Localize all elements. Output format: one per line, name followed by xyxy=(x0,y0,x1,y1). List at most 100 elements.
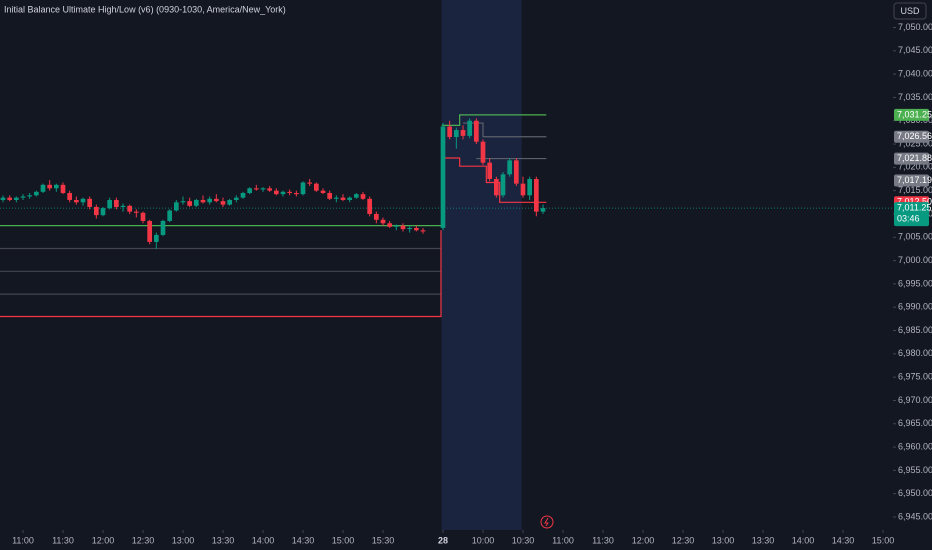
candle xyxy=(60,182,66,195)
candle-body xyxy=(460,130,466,136)
candle xyxy=(14,196,19,203)
candle-body xyxy=(354,194,359,198)
candle-body xyxy=(227,199,232,205)
candle xyxy=(0,195,6,203)
indicator-title: Initial Balance Ultimate High/Low (v6) (… xyxy=(4,4,286,14)
candle xyxy=(487,158,492,182)
candle xyxy=(394,224,399,231)
price-label: 7,017.19 xyxy=(897,175,932,185)
y-tick-label: 7,015.00 xyxy=(898,185,932,195)
y-tick-label: 7,025.00 xyxy=(898,138,932,148)
x-tick-label: 13:00 xyxy=(172,535,195,545)
candle xyxy=(154,232,159,249)
candle xyxy=(387,220,392,228)
indicator-line xyxy=(0,230,442,318)
candle-body xyxy=(320,190,326,193)
candle-body xyxy=(154,234,159,242)
candle xyxy=(454,127,459,149)
candle xyxy=(40,183,46,193)
candle-body xyxy=(280,191,286,195)
candle-body xyxy=(520,183,526,196)
candle xyxy=(67,190,72,203)
currency-label: USD xyxy=(900,6,920,16)
candle xyxy=(380,217,386,226)
x-tick-label: 11:30 xyxy=(52,535,74,545)
candle xyxy=(420,227,426,234)
candle xyxy=(200,195,206,204)
x-tick-label: 14:30 xyxy=(832,535,855,545)
candle-body xyxy=(374,213,379,220)
candle-body xyxy=(127,205,132,212)
candle-body xyxy=(474,120,479,142)
x-tick-label: 10:00 xyxy=(472,535,495,545)
x-tick-label: 15:00 xyxy=(872,535,895,545)
candle xyxy=(440,123,446,231)
candle-body xyxy=(187,201,192,206)
candle-body xyxy=(387,223,392,227)
x-tick-label: 12:30 xyxy=(132,535,155,545)
candle xyxy=(74,196,79,205)
candle-body xyxy=(47,184,52,189)
candle xyxy=(234,195,239,203)
x-tick-label: 14:00 xyxy=(252,535,275,545)
candle xyxy=(500,172,506,198)
y-tick-label: 7,040.00 xyxy=(898,68,932,78)
x-tick-label: 13:30 xyxy=(752,535,775,545)
candle-body xyxy=(80,198,86,203)
price-label-box xyxy=(894,130,929,143)
candle xyxy=(227,198,232,206)
candle xyxy=(87,196,92,210)
candle-body xyxy=(480,141,486,163)
candle xyxy=(134,209,139,218)
candle-body xyxy=(220,201,226,205)
indicator-line xyxy=(441,114,547,126)
candle xyxy=(287,189,292,196)
candle xyxy=(507,158,512,177)
candle-body xyxy=(307,182,312,184)
candle-body xyxy=(14,197,19,200)
x-tick-label: 12:30 xyxy=(672,535,695,545)
x-tick-label: 14:30 xyxy=(292,535,315,545)
candle-body xyxy=(360,194,366,199)
candle-body xyxy=(274,190,279,195)
candle-body xyxy=(514,160,519,184)
lightning-icon[interactable] xyxy=(540,515,554,529)
candle-body xyxy=(207,198,212,203)
y-tick-label: 6,990.00 xyxy=(898,302,932,312)
price-label: 7,021.88 xyxy=(897,153,932,163)
candle-body xyxy=(407,227,412,230)
candle-body xyxy=(487,162,492,179)
candle-body xyxy=(107,199,112,209)
candle-body xyxy=(527,178,532,196)
candle xyxy=(347,196,352,203)
candle xyxy=(480,139,486,166)
price-axis xyxy=(893,0,932,550)
candle-body xyxy=(447,126,452,138)
y-tick-label: 7,005.00 xyxy=(898,232,932,242)
y-tick-label: 6,995.00 xyxy=(898,278,932,288)
candle-body xyxy=(54,184,59,189)
candle-body xyxy=(267,188,272,191)
candle xyxy=(460,125,466,140)
price-label: 7,031.25 xyxy=(897,109,932,119)
candle-body xyxy=(414,227,419,231)
candle xyxy=(47,180,52,191)
candle-body xyxy=(194,199,199,206)
x-tick-label: 13:00 xyxy=(712,535,735,545)
candle xyxy=(107,197,112,210)
indicator-line xyxy=(441,157,547,203)
candle xyxy=(187,197,192,207)
candle-body xyxy=(254,188,259,190)
candle-body xyxy=(134,211,139,213)
candle xyxy=(474,118,479,145)
candle-body xyxy=(340,197,346,200)
candle xyxy=(320,188,326,195)
candle xyxy=(267,185,272,192)
candle-body xyxy=(334,197,339,199)
candle xyxy=(354,192,359,199)
currency-button[interactable] xyxy=(893,2,927,20)
candle xyxy=(94,204,99,219)
candle xyxy=(407,225,412,233)
candle-body xyxy=(27,195,32,197)
